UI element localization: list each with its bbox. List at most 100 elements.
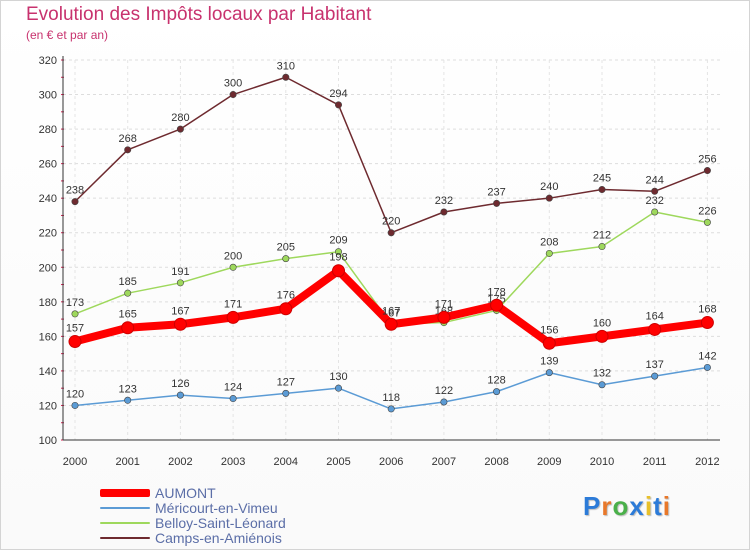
data-point-aumont-2011	[648, 322, 662, 336]
data-point-belloy-saint-leonard-2005	[334, 248, 342, 256]
data-label-camps-en-amienois-2005: 294	[329, 88, 347, 100]
chart-subtitle: (en € et par an)	[26, 28, 109, 42]
data-point-camps-en-amienois-2007	[440, 208, 448, 216]
data-label-aumont-2008: 178	[487, 286, 505, 298]
y-tick-label-100: 100	[39, 435, 57, 447]
x-tick-label-2005: 2005	[326, 456, 350, 468]
data-label-aumont-2011: 164	[646, 310, 664, 322]
data-point-belloy-saint-leonard-2001	[124, 289, 132, 297]
x-tick-label-2007: 2007	[432, 456, 456, 468]
data-label-mericourt-en-vimeu-2005: 130	[329, 371, 347, 383]
legend-label: AUMONT	[155, 485, 216, 501]
data-label-mericourt-en-vimeu-2011: 137	[646, 359, 664, 371]
data-point-aumont-2006	[384, 317, 398, 331]
data-label-aumont-2006: 167	[382, 305, 400, 317]
data-label-aumont-2010: 160	[593, 317, 611, 329]
y-tick-label-200: 200	[39, 262, 57, 274]
legend-label: Belloy-Saint-Léonard	[155, 515, 286, 531]
data-point-belloy-saint-leonard-2009	[545, 249, 553, 257]
data-point-belloy-saint-leonard-2002	[176, 279, 184, 287]
data-label-camps-en-amienois-2002: 280	[171, 112, 189, 124]
data-label-belloy-saint-leonard-2002: 191	[171, 266, 189, 278]
data-label-mericourt-en-vimeu-2007: 122	[435, 385, 453, 397]
x-tick-label-2010: 2010	[590, 456, 614, 468]
y-tick-label-140: 140	[39, 366, 57, 378]
logo-letter: t	[653, 491, 663, 521]
x-tick-label-2011: 2011	[643, 456, 667, 468]
data-label-camps-en-amienois-2001: 268	[119, 133, 137, 145]
x-tick-label-2001: 2001	[115, 456, 139, 468]
data-label-aumont-2003: 171	[224, 298, 242, 310]
data-label-belloy-saint-leonard-2009: 208	[540, 236, 558, 248]
data-label-mericourt-en-vimeu-2000: 120	[66, 388, 84, 400]
data-point-belloy-saint-leonard-2011	[651, 208, 659, 216]
data-label-belloy-saint-leonard-2011: 232	[646, 195, 664, 207]
data-point-aumont-2004	[279, 302, 293, 316]
data-label-mericourt-en-vimeu-2006: 118	[382, 392, 400, 404]
data-point-belloy-saint-leonard-2003	[229, 263, 237, 271]
x-tick-label-2004: 2004	[274, 456, 298, 468]
data-point-camps-en-amienois-2009	[545, 194, 553, 202]
data-label-camps-en-amienois-2004: 310	[277, 60, 295, 72]
data-label-aumont-2004: 176	[277, 290, 295, 302]
data-label-camps-en-amienois-2009: 240	[540, 181, 558, 193]
legend-label: Méricourt-en-Vimeu	[155, 500, 278, 516]
data-label-camps-en-amienois-2008: 237	[487, 186, 505, 198]
data-label-mericourt-en-vimeu-2003: 124	[224, 382, 242, 394]
x-tick-label-2006: 2006	[379, 456, 403, 468]
data-point-camps-en-amienois-2006	[387, 229, 395, 237]
data-point-camps-en-amienois-2004	[282, 73, 290, 81]
data-point-mericourt-en-vimeu-2012	[703, 363, 711, 371]
data-label-mericourt-en-vimeu-2010: 132	[593, 368, 611, 380]
data-point-mericourt-en-vimeu-2004	[282, 389, 290, 397]
data-point-aumont-2001	[121, 321, 135, 335]
x-tick-label-2009: 2009	[537, 456, 561, 468]
data-label-camps-en-amienois-2012: 256	[698, 154, 716, 166]
data-point-aumont-2000	[68, 335, 82, 349]
data-label-camps-en-amienois-2010: 245	[593, 173, 611, 185]
y-tick-label-320: 320	[39, 55, 57, 67]
data-label-camps-en-amienois-2011: 244	[646, 174, 664, 186]
data-label-belloy-saint-leonard-2001: 185	[119, 276, 137, 288]
y-tick-label-240: 240	[39, 193, 57, 205]
data-point-mericourt-en-vimeu-2002	[176, 391, 184, 399]
data-point-mericourt-en-vimeu-2000	[71, 401, 79, 409]
data-label-aumont-2005: 198	[329, 252, 347, 264]
data-label-mericourt-en-vimeu-2012: 142	[698, 350, 716, 362]
data-point-aumont-2012	[700, 316, 714, 330]
data-label-mericourt-en-vimeu-2008: 128	[487, 375, 505, 387]
data-point-camps-en-amienois-2011	[651, 187, 659, 195]
y-tick-label-280: 280	[39, 124, 57, 136]
legend-swatch	[100, 507, 150, 509]
legend-swatch	[100, 537, 150, 539]
data-point-aumont-2005	[332, 264, 345, 278]
data-point-camps-en-amienois-2001	[124, 146, 132, 154]
y-tick-label-160: 160	[39, 331, 57, 343]
data-point-mericourt-en-vimeu-2010	[598, 381, 606, 389]
y-tick-label-220: 220	[39, 228, 57, 240]
data-point-mericourt-en-vimeu-2005	[334, 384, 342, 392]
data-point-belloy-saint-leonard-2000	[71, 310, 79, 318]
data-point-camps-en-amienois-2003	[229, 91, 237, 99]
data-point-mericourt-en-vimeu-2011	[651, 372, 659, 380]
data-point-mericourt-en-vimeu-2006	[387, 405, 395, 413]
data-label-camps-en-amienois-2000: 238	[66, 185, 84, 197]
x-tick-label-2012: 2012	[695, 456, 719, 468]
data-point-aumont-2010	[595, 329, 609, 343]
y-tick-label-300: 300	[39, 90, 57, 102]
series-line-camps-en-amienois	[74, 76, 709, 234]
data-point-aumont-2007	[437, 310, 451, 324]
legend-swatch	[100, 522, 150, 524]
data-label-camps-en-amienois-2007: 232	[435, 195, 453, 207]
data-point-aumont-2009	[542, 336, 556, 350]
data-label-mericourt-en-vimeu-2001: 123	[119, 383, 137, 395]
data-label-mericourt-en-vimeu-2002: 126	[171, 378, 189, 390]
logo-letter: i	[662, 491, 671, 521]
data-point-camps-en-amienois-2012	[703, 167, 711, 175]
data-label-belloy-saint-leonard-2012: 226	[698, 205, 716, 217]
data-point-camps-en-amienois-2005	[334, 101, 342, 109]
logo-letter: x	[629, 491, 645, 521]
data-label-camps-en-amienois-2003: 300	[224, 78, 242, 90]
logo-letter: P	[583, 491, 602, 521]
